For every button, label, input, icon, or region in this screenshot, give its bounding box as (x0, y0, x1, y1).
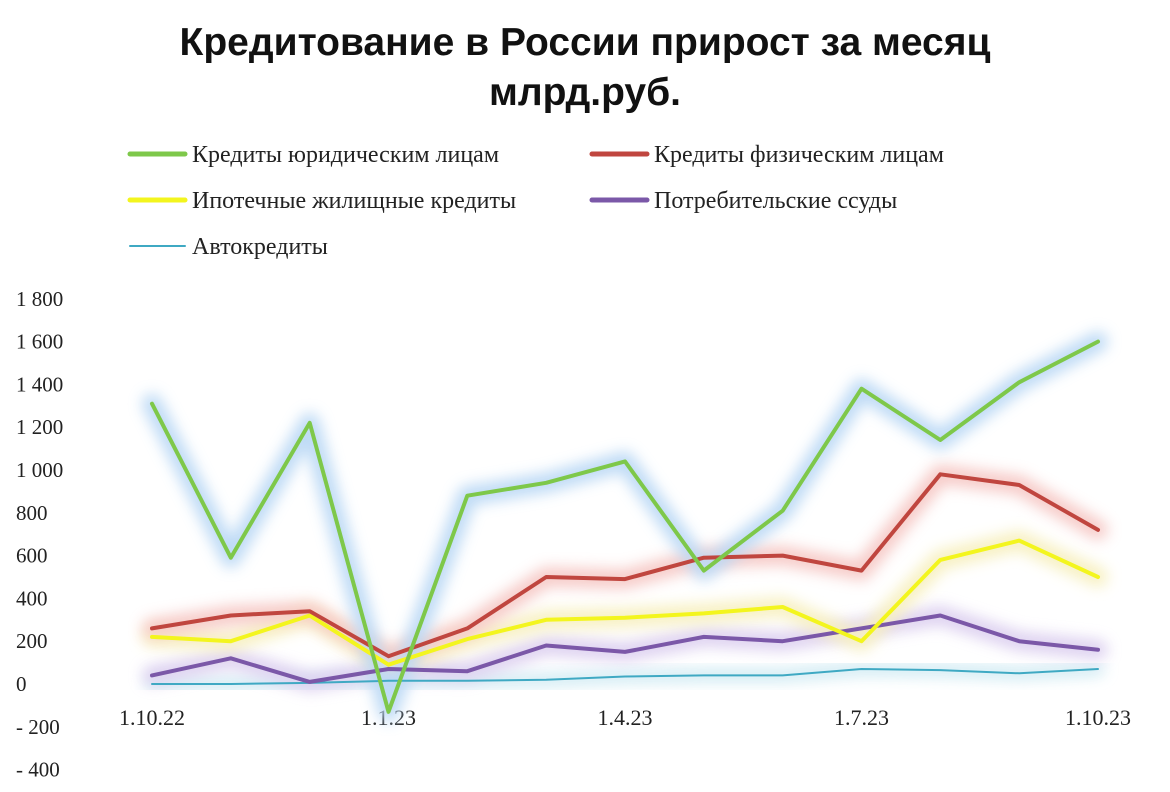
chart-title: Кредитование в России прирост за месяц м… (0, 18, 1170, 118)
y-tick-label: 1 000 (16, 458, 63, 482)
chart-subtitle: млрд.руб. (489, 71, 681, 114)
x-tick-label: 1.4.23 (598, 705, 653, 730)
legend-item: Потребительские ссуды (589, 188, 897, 214)
y-tick-label: 400 (16, 586, 48, 610)
y-tick-label: 800 (16, 501, 48, 525)
y-tick-label: - 200 (16, 715, 60, 739)
series-line (150, 472, 1100, 659)
series-line (150, 613, 1100, 684)
legend-label: Кредиты юридическим лицам (192, 142, 499, 168)
legend-item: Кредиты физическим лицам (589, 142, 944, 168)
x-tick-label: 1.10.23 (1065, 705, 1131, 730)
x-tick-label: 1.10.22 (119, 705, 185, 730)
series-line (150, 339, 1100, 714)
y-tick-label: 600 (16, 544, 48, 568)
y-tick-label: - 400 (16, 758, 60, 782)
y-tick-label: 1 200 (16, 415, 63, 439)
legend-item: Ипотечные жилищные кредиты (127, 188, 516, 214)
x-axis: 1.10.22 1.1.23 1.4.23 1.7.23 1.10.23 (119, 705, 1131, 730)
x-tick-label: 1.7.23 (834, 705, 889, 730)
legend-label: Потребительские ссуды (654, 188, 897, 214)
y-tick-label: 1 600 (16, 330, 63, 354)
legend-item: Автокредиты (129, 234, 328, 260)
chart-title-line: Кредитование в России прирост за месяц (179, 21, 991, 64)
legend: Кредиты юридическим лицам Кредиты физичес… (127, 142, 944, 260)
y-axis: - 400 - 200 0 200 400 600 800 1 000 1 200 1 400 1 … (16, 287, 63, 782)
y-tick-label: 200 (16, 629, 48, 653)
legend-label: Автокредиты (192, 234, 328, 260)
series-glows (142, 331, 1108, 722)
y-tick-label: 0 (16, 672, 27, 696)
y-tick-label: 1 400 (16, 372, 63, 396)
y-tick-label: 1 800 (16, 287, 63, 311)
series-lines (150, 339, 1100, 714)
legend-item: Кредиты юридическим лицам (127, 142, 499, 168)
legend-label: Ипотечные жилищные кредиты (192, 188, 516, 214)
legend-label: Кредиты физическим лицам (654, 142, 944, 168)
series-line (150, 538, 1100, 667)
